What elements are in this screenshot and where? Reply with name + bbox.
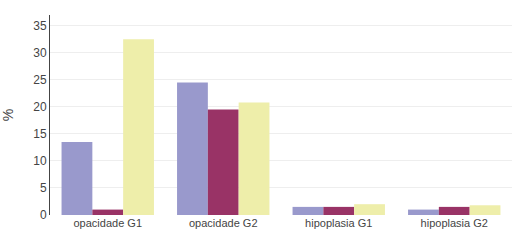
svg-text:opacidade G1: opacidade G1 <box>74 217 143 229</box>
svg-text:hipoplasia G1: hipoplasia G1 <box>305 217 372 229</box>
svg-text:25: 25 <box>33 73 47 87</box>
svg-text:15: 15 <box>33 127 47 141</box>
svg-text:%: % <box>0 109 16 121</box>
svg-text:20: 20 <box>33 100 47 114</box>
svg-text:0: 0 <box>40 208 47 222</box>
svg-text:35: 35 <box>33 19 47 33</box>
svg-text:30: 30 <box>33 46 47 60</box>
svg-text:opacidade G2: opacidade G2 <box>189 217 258 229</box>
svg-text:10: 10 <box>33 154 47 168</box>
svg-text:5: 5 <box>40 181 47 195</box>
svg-text:hipoplasia G2: hipoplasia G2 <box>421 217 488 229</box>
